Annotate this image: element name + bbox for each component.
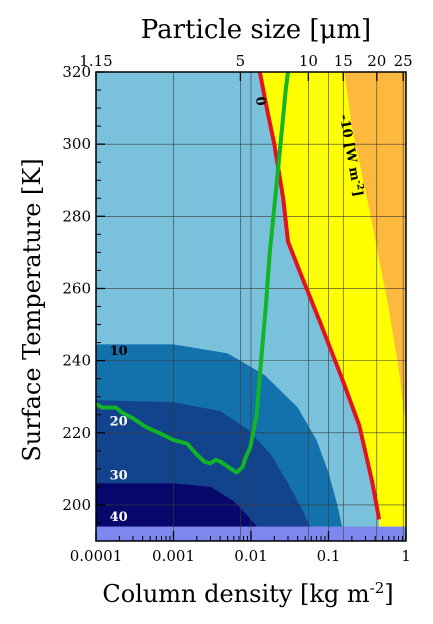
y-tick-label: 320 [62,63,91,81]
x-tick-label: 0.0001 [70,547,123,565]
zero-flux-line [257,72,382,520]
y-tick-label: 300 [62,135,91,153]
y-tick-label: 280 [62,207,91,225]
contour-label-40: 40 [110,510,128,525]
top-tick-label: 5 [236,52,246,70]
contour-label-minus10: -10 [W m-2] [336,113,366,198]
axis-ticks: 0.0001 0.001 0.01 0.1 1200220240260280300320… [62,52,412,565]
contour-unit-sup: -2 [353,179,365,191]
x-tick-label: 0.001 [152,547,195,565]
top-tick-label: 10 [299,52,318,70]
x-axis-title-main: Column density [kg m [102,580,370,608]
green-curve [96,72,290,475]
x-axis-title: Column density [kg m-2] [102,579,393,608]
x-axis-title-tail: ] [384,580,393,608]
contour-unit-main: [W m [341,141,363,182]
data-lines [96,72,382,520]
top-tick-label: 1.15 [79,52,112,70]
contour-label-30: 30 [110,469,128,484]
x-tick-label: 1 [401,547,411,565]
contour-unit-tail: ] [349,189,365,198]
contour-label-minus10-value: -10 [336,113,356,143]
y-tick-label: 240 [62,352,91,370]
top-axis-title: Particle size [μm] [141,15,371,45]
top-tick-label: 20 [367,52,386,70]
contour-labels: 10 20 30 40 0 -10 [W m-2] [110,96,366,525]
top-tick-label: 15 [334,52,353,70]
y-tick-label: 220 [62,424,91,442]
contour-label-20: 20 [110,415,128,430]
y-tick-label: 200 [62,496,91,514]
y-axis-title: Surface Temperature [K] [18,158,46,461]
top-tick-label: 25 [394,52,413,70]
x-tick-label: 0.1 [317,547,341,565]
contour-label-0: 0 [252,96,268,107]
x-tick-label: 0.01 [234,547,267,565]
contour-label-10: 10 [110,344,128,359]
grid-lines [96,72,406,541]
y-tick-label: 260 [62,279,91,297]
x-axis-title-sup: -2 [370,579,385,597]
